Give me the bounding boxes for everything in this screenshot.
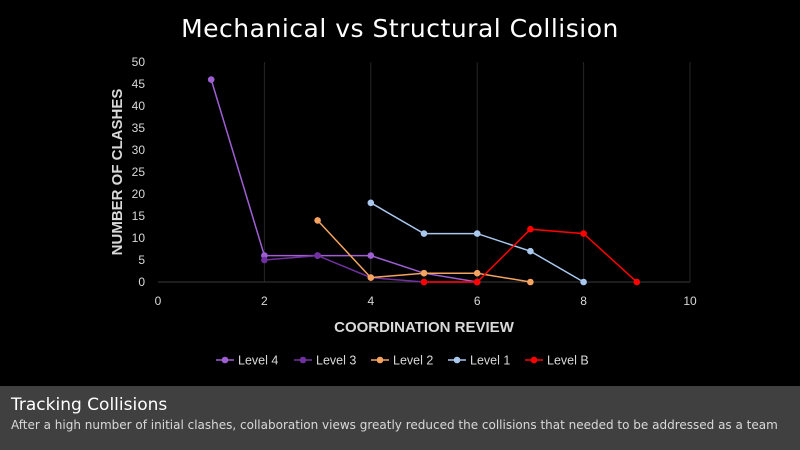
legend-label: Level 3 <box>316 354 356 368</box>
y-tick-label: 5 <box>138 253 145 267</box>
data-point <box>420 278 428 286</box>
data-point <box>420 269 428 277</box>
y-tick-label: 35 <box>132 121 146 135</box>
x-tick-label: 6 <box>474 294 481 308</box>
x-tick-label: 8 <box>580 294 587 308</box>
data-point <box>580 230 587 237</box>
y-tick-label: 45 <box>132 77 146 91</box>
y-axis-label: NUMBER OF CLASHES <box>109 89 126 256</box>
legend-swatch-marker <box>530 356 538 364</box>
legend-item-level-3: Level 3 <box>294 354 356 368</box>
legend-item-level-2: Level 2 <box>371 354 433 368</box>
tick-labels: 0 5 10 15 20 25 30 35 40 45 50 0 2 4 6 8 10 <box>132 55 697 308</box>
data-point <box>473 230 481 237</box>
data-point <box>473 269 481 277</box>
series <box>207 76 641 286</box>
legend-swatch-marker <box>453 356 461 364</box>
series-level-b <box>420 225 641 286</box>
series-level-2 <box>314 217 534 286</box>
caption-title: Tracking Collisions <box>11 395 168 415</box>
x-axis-label: COORDINATION REVIEW <box>334 319 515 336</box>
data-point <box>367 199 375 207</box>
caption-text: After a high number of initial clashes, … <box>11 418 778 432</box>
y-tick-label: 50 <box>132 55 146 69</box>
legend-item-level-4: Level 4 <box>216 354 278 368</box>
data-point <box>314 252 321 259</box>
gridlines <box>263 62 691 282</box>
y-tick-label: 0 <box>138 275 145 289</box>
series-level-4 <box>207 76 481 286</box>
x-tick-label: 2 <box>261 294 268 308</box>
series-line <box>210 79 478 283</box>
legend: Level 4 Level 3 Level 2 Level 1 Level B <box>216 354 589 368</box>
x-tick-label: 4 <box>367 294 374 308</box>
data-point <box>527 278 534 286</box>
x-tick-label: 0 <box>155 294 162 308</box>
legend-item-level-1: Level 1 <box>448 354 510 368</box>
y-tick-label: 15 <box>132 209 146 223</box>
data-point <box>207 76 215 83</box>
legend-swatch-marker <box>376 356 384 364</box>
data-point <box>420 230 428 237</box>
legend-swatch-marker <box>299 356 307 364</box>
data-point <box>261 256 268 264</box>
caption-bar: Tracking Collisions After a high number … <box>0 386 800 450</box>
y-tick-label: 40 <box>132 99 146 113</box>
series-line <box>424 228 638 283</box>
data-point <box>314 217 321 224</box>
data-point <box>367 274 375 281</box>
x-tick-label: 10 <box>683 294 697 308</box>
data-point <box>527 225 534 233</box>
line-chart: 0 5 10 15 20 25 30 35 40 45 50 0 2 4 6 8 10 COORDINATION… <box>109 55 697 368</box>
data-point <box>473 278 481 286</box>
data-point <box>633 278 641 286</box>
legend-label: Level 2 <box>393 354 433 368</box>
legend-label: Level 4 <box>238 354 278 368</box>
series-level-1 <box>367 199 587 286</box>
legend-item-level-b: Level B <box>525 354 589 368</box>
legend-swatch-marker <box>221 356 229 364</box>
data-point <box>580 278 587 286</box>
data-point <box>367 252 375 259</box>
legend-label: Level 1 <box>470 354 510 368</box>
legend-label: Level B <box>547 354 589 368</box>
y-tick-label: 30 <box>132 143 146 157</box>
y-tick-label: 10 <box>132 231 146 245</box>
data-point <box>527 247 534 255</box>
y-tick-label: 25 <box>132 165 146 179</box>
chart-title: Mechanical vs Structural Collision <box>181 14 619 43</box>
y-tick-label: 20 <box>132 187 146 201</box>
